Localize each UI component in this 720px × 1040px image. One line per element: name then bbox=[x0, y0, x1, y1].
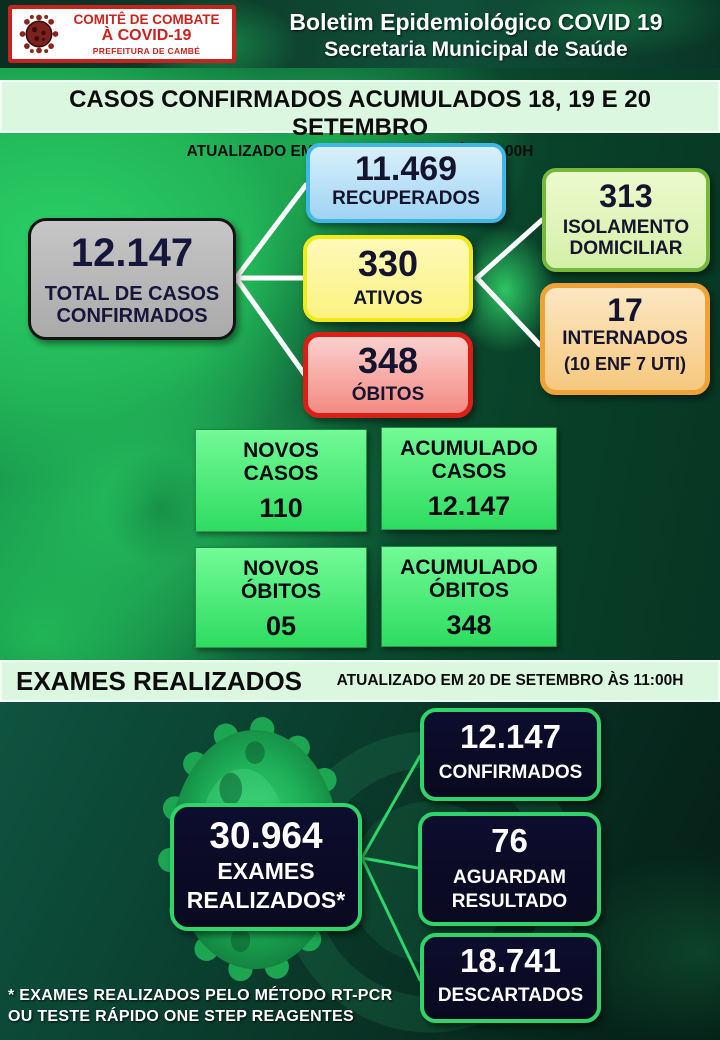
accumulated-cases-label: ACUMULADO CASOS bbox=[382, 437, 556, 483]
awaiting-result-label-line2: RESULTADO bbox=[451, 890, 568, 912]
accumulated-deaths-box: ACUMULADO ÓBITOS 348 bbox=[381, 546, 557, 647]
total-confirmed-label: TOTAL DE CASOS CONFIRMADOS bbox=[31, 283, 233, 327]
recovered-value: 11.469 bbox=[354, 150, 458, 188]
deaths-box: 348 ÓBITOS bbox=[303, 332, 473, 418]
discarded-box: 18.741 DESCARTADOS bbox=[420, 933, 601, 1023]
exams-performed-label-line1: EXAMES bbox=[217, 858, 315, 884]
hospitalized-sublabel: (10 ENF 7 UTI) bbox=[563, 353, 687, 374]
new-deaths-label-line1: NOVOS bbox=[243, 557, 319, 580]
new-deaths-value: 05 bbox=[265, 611, 297, 642]
total-confirmed-label-line1: TOTAL DE CASOS bbox=[44, 283, 220, 305]
committee-logo: COMITÊ DE COMBATE À COVID-19 PREFEITURA … bbox=[8, 5, 236, 63]
exams-performed-value: 30.964 bbox=[209, 815, 323, 856]
discarded-value: 18.741 bbox=[460, 942, 561, 979]
flowchart-connector-lines bbox=[233, 182, 545, 378]
committee-logo-text: COMITÊ DE COMBATE À COVID-19 PREFEITURA … bbox=[61, 12, 232, 57]
total-confirmed-box: 12.147 TOTAL DE CASOS CONFIRMADOS bbox=[28, 218, 236, 340]
hospitalized-box: 17 INTERNADOS (10 ENF 7 UTI) bbox=[540, 283, 710, 395]
accumulated-deaths-label-line1: ACUMULADO bbox=[400, 556, 538, 579]
home-isolation-label-line1: ISOLAMENTO bbox=[562, 217, 690, 238]
home-isolation-label-line2: DOMICILIAR bbox=[569, 237, 683, 259]
hospitalized-value: 17 bbox=[607, 292, 643, 328]
home-isolation-box: 313 ISOLAMENTO DOMICILIAR bbox=[542, 168, 710, 272]
exams-confirmed-box: 12.147 CONFIRMADOS bbox=[420, 708, 601, 801]
logo-line-3: PREFEITURA DE CAMBÉ bbox=[92, 45, 201, 56]
awaiting-result-value: 76 bbox=[491, 822, 528, 859]
total-confirmed-value: 12.147 bbox=[70, 231, 194, 275]
accumulated-cases-value: 12.147 bbox=[427, 491, 511, 522]
accumulated-deaths-value: 348 bbox=[446, 610, 492, 641]
virus-icon bbox=[19, 14, 59, 54]
cases-banner-title: CASOS CONFIRMADOS ACUMULADOS 18, 19 E 20… bbox=[69, 86, 651, 141]
accumulated-deaths-label: ACUMULADO ÓBITOS bbox=[382, 556, 556, 602]
new-cases-value: 110 bbox=[259, 493, 303, 524]
recovered-label: RECUPERADOS bbox=[332, 188, 480, 209]
cases-banner: CASOS CONFIRMADOS ACUMULADOS 18, 19 E 20… bbox=[0, 80, 720, 160]
accumulated-cases-label-line1: ACUMULADO bbox=[400, 437, 538, 460]
exams-banner-updated: ATUALIZADO EM 20 DE SETEMBRO ÀS 11:00H bbox=[336, 672, 684, 689]
exams-method-footnote: * EXAMES REALIZADOS PELO MÉTODO RT-PCR O… bbox=[8, 986, 392, 1028]
accumulated-cases-box: ACUMULADO CASOS 12.147 bbox=[381, 427, 557, 530]
exams-confirmed-label: CONFIRMADOS bbox=[438, 762, 583, 783]
logo-line-1: COMITÊ DE COMBATE bbox=[73, 11, 220, 27]
home-isolation-value: 313 bbox=[599, 178, 653, 214]
exams-banner-title: EXAMES REALIZADOS bbox=[16, 665, 303, 696]
home-isolation-label: ISOLAMENTO DOMICILIAR bbox=[546, 217, 706, 259]
awaiting-result-box: 76 AGUARDAM RESULTADO bbox=[418, 812, 601, 926]
footnote-line-2: OU TESTE RÁPIDO ONE STEP REAGENTES bbox=[8, 1007, 354, 1025]
hospitalized-label: INTERNADOS bbox=[562, 328, 688, 349]
total-confirmed-label-line2: CONFIRMADOS bbox=[56, 304, 208, 327]
new-cases-label: NOVOS CASOS bbox=[196, 439, 366, 485]
exams-connector-lines bbox=[360, 754, 422, 982]
active-cases-label: ATIVOS bbox=[353, 288, 423, 309]
footnote-line-1: * EXAMES REALIZADOS PELO MÉTODO RT-PCR bbox=[8, 987, 393, 1004]
new-cases-box: NOVOS CASOS 110 bbox=[195, 429, 367, 532]
exams-confirmed-value: 12.147 bbox=[460, 718, 561, 755]
active-cases-box: 330 ATIVOS bbox=[303, 235, 473, 322]
bulletin-title: Boletim Epidemiológico COVID 19 Secretar… bbox=[240, 9, 712, 62]
new-deaths-label: NOVOS ÓBITOS bbox=[196, 557, 366, 603]
new-deaths-label-line2: ÓBITOS bbox=[240, 579, 322, 603]
recovered-box: 11.469 RECUPERADOS bbox=[306, 143, 506, 223]
new-cases-label-line2: CASOS bbox=[243, 461, 319, 485]
new-cases-label-line1: NOVOS bbox=[243, 439, 319, 462]
bulletin-title-line-1: Boletim Epidemiológico COVID 19 bbox=[289, 9, 663, 35]
discarded-label: DESCARTADOS bbox=[437, 985, 584, 1006]
deaths-label: ÓBITOS bbox=[351, 384, 425, 405]
awaiting-result-label-line1: AGUARDAM bbox=[453, 867, 566, 888]
accumulated-deaths-label-line2: ÓBITOS bbox=[428, 578, 510, 602]
exams-banner: EXAMES REALIZADOS ATUALIZADO EM 20 DE SE… bbox=[0, 660, 720, 702]
exams-performed-label: EXAMES REALIZADOS* bbox=[174, 857, 358, 915]
logo-line-2: À COVID-19 bbox=[101, 26, 192, 44]
bulletin-title-line-2: Secretaria Municipal de Saúde bbox=[324, 38, 628, 61]
active-cases-value: 330 bbox=[357, 243, 419, 284]
awaiting-result-label: AGUARDAM RESULTADO bbox=[422, 866, 597, 914]
deaths-value: 348 bbox=[357, 340, 419, 381]
exams-performed-box: 30.964 EXAMES REALIZADOS* bbox=[170, 803, 362, 931]
accumulated-cases-label-line2: CASOS bbox=[431, 459, 507, 483]
new-deaths-box: NOVOS ÓBITOS 05 bbox=[195, 547, 367, 648]
exams-performed-label-line2: REALIZADOS* bbox=[186, 886, 346, 913]
